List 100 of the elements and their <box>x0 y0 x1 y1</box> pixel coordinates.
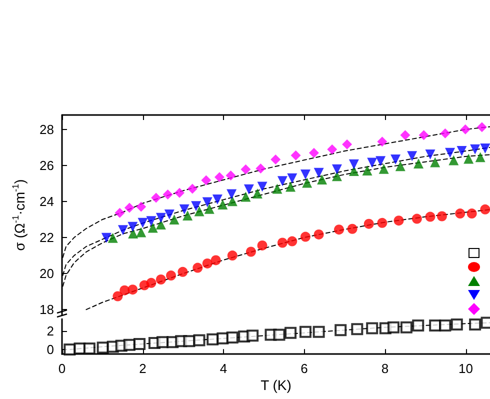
point <box>156 220 166 230</box>
point <box>101 232 112 243</box>
point <box>240 164 251 174</box>
point <box>395 161 406 172</box>
point <box>136 202 146 212</box>
point <box>302 178 312 188</box>
point <box>277 238 288 248</box>
point <box>418 130 429 140</box>
point <box>312 326 325 338</box>
point <box>112 291 123 302</box>
y-tick-label: 28 <box>40 122 54 137</box>
y-tick-label: 22 <box>40 230 54 246</box>
point <box>351 323 364 336</box>
point <box>348 159 359 170</box>
point <box>227 196 238 206</box>
point <box>214 172 224 182</box>
point <box>183 335 196 348</box>
point <box>425 149 436 160</box>
point <box>455 208 466 219</box>
point <box>210 255 221 266</box>
point <box>342 139 352 150</box>
point <box>400 130 410 140</box>
point <box>162 189 173 200</box>
point <box>240 192 251 202</box>
point <box>202 258 212 268</box>
point <box>290 150 301 160</box>
x-tick-label: 6 <box>300 361 308 376</box>
point <box>128 228 138 239</box>
point <box>347 224 358 234</box>
point <box>412 319 424 332</box>
point <box>218 200 228 210</box>
point <box>226 170 236 181</box>
point <box>148 222 158 233</box>
point <box>212 194 222 205</box>
point <box>134 338 146 350</box>
point <box>194 206 204 216</box>
point <box>108 232 118 243</box>
point <box>244 184 254 194</box>
point <box>128 284 138 295</box>
point <box>436 211 447 222</box>
point <box>187 184 198 194</box>
point <box>450 318 463 331</box>
point <box>464 154 474 164</box>
point <box>317 174 328 185</box>
point <box>287 236 298 246</box>
point <box>156 212 166 223</box>
point <box>202 197 212 208</box>
x-tick-label: 2 <box>139 361 146 376</box>
point <box>367 158 378 168</box>
point <box>246 246 256 257</box>
y-tick-label: 18 <box>40 302 54 318</box>
x-tick-label: 4 <box>220 361 228 376</box>
point <box>469 318 482 331</box>
x-tick-label: 10 <box>458 361 474 376</box>
point <box>138 218 148 228</box>
point <box>366 322 378 334</box>
point <box>270 154 281 165</box>
point <box>191 201 202 212</box>
point <box>394 216 404 226</box>
point <box>179 204 190 214</box>
point <box>246 330 259 342</box>
point <box>136 227 146 238</box>
point <box>362 165 372 176</box>
point <box>64 343 76 356</box>
point <box>226 331 238 344</box>
point <box>299 326 312 338</box>
point <box>378 164 389 174</box>
point <box>332 164 342 174</box>
point <box>227 250 238 261</box>
point <box>257 240 268 250</box>
point <box>83 342 96 355</box>
y-tick-label: 20 <box>40 266 54 282</box>
x-tick-label: 8 <box>381 361 389 376</box>
point <box>169 214 180 225</box>
x-axis-title: T (K) <box>260 377 292 394</box>
point <box>226 189 237 200</box>
point <box>257 182 268 192</box>
point <box>377 136 388 147</box>
point <box>178 266 188 277</box>
point <box>460 124 470 134</box>
point <box>348 166 359 176</box>
y-tick-label: 24 <box>40 194 54 209</box>
point <box>376 156 386 166</box>
point <box>476 122 487 132</box>
point <box>308 148 319 158</box>
point <box>156 274 166 284</box>
point <box>182 210 193 221</box>
point <box>414 158 424 168</box>
point <box>146 216 156 226</box>
point <box>124 202 134 213</box>
point <box>300 169 310 180</box>
point <box>192 262 203 273</box>
point <box>151 192 162 203</box>
point <box>164 209 174 220</box>
point <box>252 188 262 199</box>
y-tick-label: 26 <box>40 158 54 173</box>
point <box>439 319 452 332</box>
point <box>430 157 440 168</box>
point <box>174 188 184 198</box>
point <box>287 173 298 184</box>
